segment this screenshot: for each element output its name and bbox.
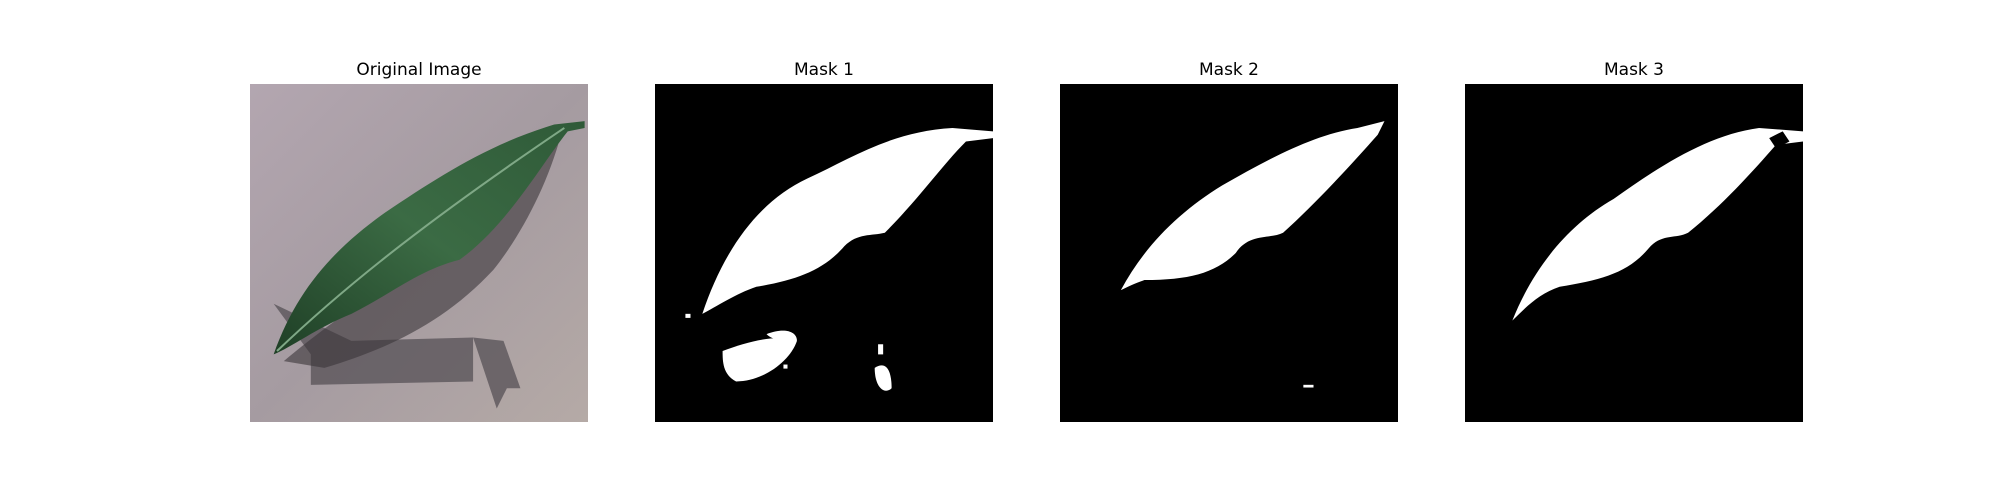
mask-3-image bbox=[1465, 84, 1803, 422]
mask-2-image bbox=[1060, 84, 1398, 422]
panel-title: Mask 1 bbox=[793, 60, 854, 80]
panel-title: Original Image bbox=[356, 60, 482, 80]
panel-title: Mask 3 bbox=[1603, 60, 1664, 80]
original-leaf-image bbox=[250, 84, 588, 422]
panel-title: Mask 2 bbox=[1198, 60, 1259, 80]
mask-1-image bbox=[655, 84, 993, 422]
